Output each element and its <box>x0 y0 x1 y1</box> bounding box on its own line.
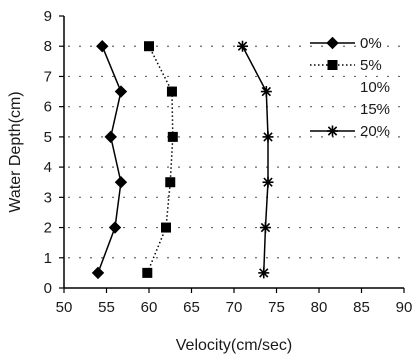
asterisk-stroke <box>327 126 338 136</box>
data-point-asterisk <box>262 176 274 188</box>
legend-item-3: 15% <box>360 101 390 118</box>
x-tick-label: 70 <box>226 299 243 316</box>
data-point-square <box>167 131 178 142</box>
legend-label: 10% <box>360 79 390 96</box>
y-tick-label: 2 <box>44 220 52 237</box>
x-tick-label: 60 <box>141 299 158 316</box>
y-axis-title: Water Depth(cm) <box>7 91 24 212</box>
series-1 <box>142 41 178 278</box>
legend-label: 15% <box>360 101 390 118</box>
y-tick-label: 9 <box>44 8 52 25</box>
series-4 <box>237 40 274 279</box>
data-point-diamond <box>104 130 117 144</box>
data-point-asterisk <box>260 86 272 98</box>
axes-layer: 0 1 2 3 4 5 6 7 8 9 50 55 60 65 70 75 80 85 90 <box>44 8 413 316</box>
asterisk-stroke <box>261 86 271 97</box>
legend: 0% 5% 10% 15% 20% <box>310 35 390 140</box>
x-axis-title: Velocity(cm/sec) <box>176 337 292 354</box>
x-tick-label: 50 <box>56 299 73 316</box>
data-point-asterisk <box>259 222 271 234</box>
legend-label: 20% <box>360 123 390 140</box>
legend-item-4: 20% <box>310 123 390 140</box>
grid-layer <box>68 45 400 259</box>
y-tick-label: 1 <box>44 250 52 267</box>
y-tick-label: 4 <box>44 159 52 176</box>
series-line <box>97 45 122 274</box>
legend-label: 5% <box>360 57 382 74</box>
legend-item-2: 10% <box>360 79 390 96</box>
data-point-square <box>165 177 176 188</box>
asterisk-stroke <box>259 268 269 278</box>
x-tick-label: 90 <box>396 299 413 316</box>
data-point-asterisk <box>258 267 270 279</box>
asterisk-stroke <box>263 177 273 187</box>
data-point-diamond <box>114 85 128 98</box>
legend-item-0: 0% <box>310 35 382 52</box>
data-point-diamond <box>96 40 109 53</box>
data-point-diamond <box>91 266 105 280</box>
series-line <box>241 45 269 273</box>
x-tick-label: 65 <box>183 299 200 316</box>
series-line <box>146 45 174 274</box>
x-tick-label: 55 <box>98 299 115 316</box>
y-tick-label: 3 <box>44 189 52 206</box>
asterisk-stroke <box>237 41 248 51</box>
y-tick-label: 7 <box>44 68 52 85</box>
asterisk-stroke <box>260 222 271 233</box>
data-point-diamond <box>108 221 122 234</box>
y-tick-label: 5 <box>44 129 52 146</box>
x-tick-label: 75 <box>268 299 285 316</box>
data-point-square <box>166 86 177 97</box>
data-point-square <box>161 222 171 233</box>
x-tick-label: 85 <box>353 299 370 316</box>
data-point-square <box>327 60 338 70</box>
x-tick-label: 80 <box>311 299 328 316</box>
data-point-diamond <box>326 36 339 50</box>
data-point-asterisk <box>327 125 338 137</box>
y-tick-label: 6 <box>44 99 52 116</box>
data-point-square <box>142 267 153 278</box>
data-point-diamond <box>114 176 128 189</box>
legend-label: 0% <box>360 35 382 52</box>
asterisk-stroke <box>263 132 273 142</box>
series-0 <box>91 40 128 280</box>
data-point-square <box>144 41 154 52</box>
data-point-asterisk <box>262 131 274 143</box>
y-tick-label: 0 <box>44 280 52 297</box>
y-tick-label: 8 <box>44 38 52 55</box>
series-layer <box>91 40 274 280</box>
legend-item-1: 5% <box>310 57 382 74</box>
data-point-asterisk <box>237 40 248 52</box>
